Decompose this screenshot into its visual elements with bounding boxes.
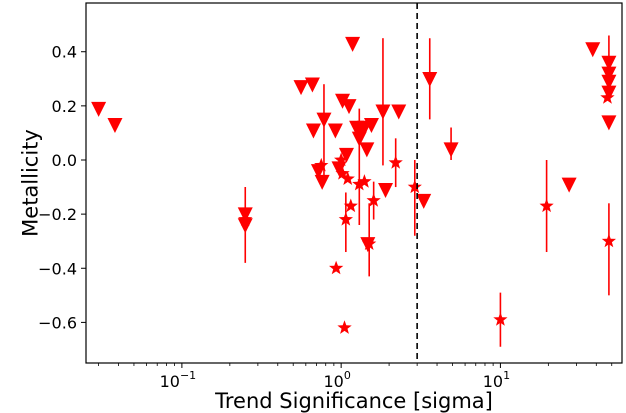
detection-marker [493, 312, 508, 326]
upper-limit-marker [601, 55, 617, 71]
y-tick-label: 0.2 [52, 97, 77, 116]
x-tick-label: 10−1 [160, 369, 197, 391]
detection-marker [352, 176, 367, 191]
upper-limit-marker [363, 118, 379, 134]
upper-limit-marker [416, 193, 432, 209]
y-axis-label: Metallicity [18, 129, 42, 237]
upper-limit-marker [305, 123, 321, 139]
detection-marker [340, 171, 355, 185]
detection-marker [329, 260, 344, 275]
upper-limit-marker [107, 118, 123, 134]
detection-marker [600, 90, 615, 104]
detection-marker [407, 179, 422, 194]
x-tick-label: 100 [323, 369, 350, 391]
detection-marker [343, 198, 358, 213]
detection-marker [539, 198, 554, 213]
upper-limit-marker [422, 72, 438, 88]
upper-limit-marker [359, 142, 375, 158]
upper-limit-marker [327, 123, 343, 139]
upper-limit-marker [314, 174, 330, 190]
x-axis-label: Trend Significance [sigma] [214, 389, 493, 413]
upper-limit-marker [91, 101, 107, 117]
upper-limit-marker [391, 104, 407, 120]
upper-limit-marker [304, 77, 320, 93]
upper-limit-marker [375, 104, 391, 120]
upper-limit-marker [443, 142, 459, 158]
detection-marker [335, 166, 350, 180]
upper-limit-marker [331, 161, 347, 177]
detection-marker [338, 212, 353, 226]
x-tick-label: 101 [483, 369, 510, 391]
y-tick-label: −0.2 [38, 205, 77, 224]
upper-limit-marker [341, 99, 357, 115]
upper-limit-marker [561, 177, 577, 193]
detection-marker [238, 212, 253, 226]
y-tick-label: 0.0 [52, 151, 77, 170]
upper-limit-marker [237, 218, 253, 234]
detection-marker [357, 174, 372, 188]
y-tick-label: −0.6 [38, 313, 77, 332]
detection-marker [362, 236, 377, 250]
upper-limit-marker [601, 115, 617, 131]
plot-frame [85, 2, 623, 364]
detection-marker [314, 157, 329, 172]
upper-limit-marker [378, 183, 394, 199]
upper-limit-marker [316, 112, 332, 128]
upper-limit-marker [335, 93, 351, 109]
upper-limit-marker [293, 80, 309, 96]
axis-ticks: 0.4 0.2 0.0 −0.2 −0.4 −0.6 10−1 100 101 [38, 43, 613, 391]
detection-marker [366, 193, 381, 207]
y-tick-label: −0.4 [38, 259, 77, 278]
detection-marker [334, 152, 349, 167]
detection-marker [337, 320, 352, 334]
upper-limit-marker [338, 147, 354, 163]
y-tick-label: 0.4 [52, 43, 77, 62]
detection-marker [388, 155, 403, 169]
upper-limit-marker [601, 74, 617, 90]
upper-limit-marker [585, 42, 601, 58]
upper-limit-marker [601, 66, 617, 82]
detection-marker [601, 233, 616, 248]
data-points [91, 35, 617, 347]
upper-limit-marker [601, 85, 617, 101]
upper-limit-marker [345, 36, 361, 52]
